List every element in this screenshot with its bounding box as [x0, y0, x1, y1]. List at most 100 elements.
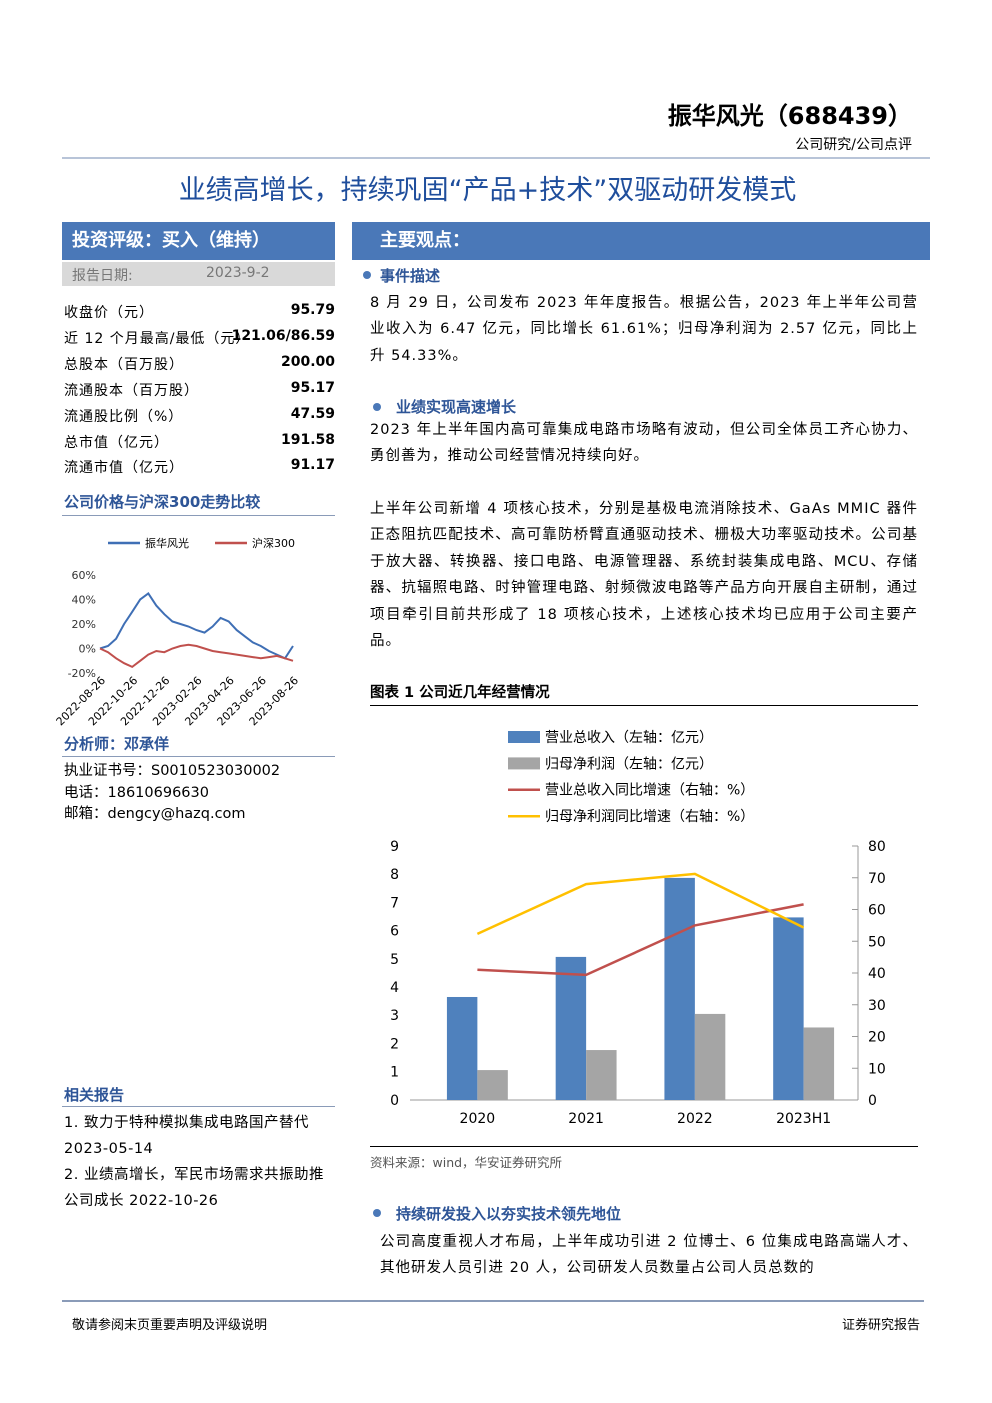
phone: 电话：18610696630	[64, 785, 209, 801]
x-tick-label: 2023H1	[776, 1111, 831, 1127]
bar	[477, 1070, 508, 1100]
y-tick-label: 4	[390, 980, 399, 996]
rating: 投资评级：买入（维持）	[62, 222, 335, 260]
section-heading: 相关报告	[64, 1086, 125, 1104]
legend-label: 归母净利润（左轴：亿元）	[545, 755, 713, 772]
stat-label: 流通股本（百万股）	[64, 382, 199, 399]
stat-label: 流通市值（亿元）	[64, 460, 184, 477]
y2-tick-label: 30	[868, 998, 886, 1014]
line	[477, 903, 804, 977]
footer-note: 敬请参阅末页重要声明及评级说明	[72, 1318, 268, 1333]
footer-rule	[62, 1300, 924, 1302]
license: 执业证书号：S0010523030002	[64, 763, 281, 779]
y-tick-label: -20%	[68, 667, 96, 680]
figure-source: 资料来源：wind，华安证券研究所	[370, 1155, 563, 1170]
y2-tick-label: 10	[868, 1061, 886, 1077]
bar	[803, 1027, 835, 1100]
bar	[664, 877, 695, 1100]
y-tick-label: 20%	[72, 618, 96, 631]
y-tick-label: 60%	[72, 569, 96, 582]
date: 2023-9-2	[206, 265, 270, 281]
related-item[interactable]: 1. 致力于特种模拟集成电路国产替代 2023-05-14	[64, 1115, 309, 1157]
paragraph: 上半年公司新增 4 项核心技术，分别是基极电流消除技术、GaAs MMIC 器件…	[370, 501, 918, 650]
x-tick-label: 2021	[568, 1111, 604, 1127]
stat-label: 总股本（百万股）	[64, 356, 184, 373]
bullet	[373, 403, 381, 411]
y2-tick-label: 0	[868, 1093, 877, 1109]
stat-label: 近 12 个月最高/最低（元）	[64, 330, 251, 347]
legend-label: 振华风光	[145, 536, 189, 550]
x-tick-label: 2022	[677, 1111, 713, 1127]
bullet	[363, 271, 371, 279]
legend-swatch	[508, 731, 540, 743]
y-tick-label: 7	[390, 895, 399, 911]
stat-value: 200.00	[280, 353, 335, 370]
bar	[586, 1050, 617, 1100]
y2-tick-label: 40	[868, 966, 886, 982]
stat-label: 收盘价（元）	[64, 305, 154, 321]
figure-title: 图表 1 公司近几年经营情况	[370, 685, 550, 701]
bar	[555, 956, 587, 1100]
y-tick-label: 0	[390, 1093, 399, 1109]
y-tick-label: 5	[390, 952, 399, 968]
title: 业绩高增长，持续巩固“产品+技术”双驱动研发模式	[178, 175, 797, 206]
paragraph: 8 月 29 日，公司发布 2023 年年度报告。根据公告，2023 年上半年公…	[370, 295, 918, 364]
section-heading: 公司价格与沪深300走势比较	[64, 493, 261, 511]
y2-tick-label: 70	[868, 871, 886, 887]
y-tick-label: 8	[390, 867, 399, 883]
y-tick-label: 40%	[72, 593, 96, 606]
related-item[interactable]: 2. 业绩高增长，军民市场需求共振助推公司成长 2022-10-26	[64, 1167, 324, 1209]
stat-value: 47.59	[290, 405, 335, 422]
section-heading: 分析师：邓承佯	[64, 735, 170, 753]
line	[476, 872, 805, 936]
section-heading: 事件描述	[380, 267, 441, 285]
stat-value: 121.06/86.59	[231, 327, 335, 344]
rule	[62, 1106, 335, 1107]
y2-tick-label: 60	[868, 903, 886, 919]
legend-label: 归母净利润同比增速（右轴：%）	[545, 808, 754, 825]
email: 邮箱：dengcy@hazq.com	[64, 806, 246, 822]
bullet	[373, 1209, 381, 1217]
line	[99, 591, 294, 660]
rule	[370, 1146, 918, 1147]
legend-label: 营业总收入（左轴：亿元）	[545, 730, 713, 746]
line	[99, 643, 294, 669]
stat-label: 流通股比例（%）	[64, 408, 184, 425]
rule	[62, 515, 335, 516]
bar	[446, 996, 478, 1100]
footer-label: 证券研究报告	[841, 1318, 920, 1333]
legend-label: 营业总收入同比增速（右轴：%）	[545, 783, 754, 799]
header-rule	[62, 157, 930, 159]
y-tick-label: 6	[390, 924, 399, 940]
y-tick-label: 0%	[79, 642, 96, 655]
date-band	[62, 262, 335, 286]
paragraph: 2023 年上半年国内高可靠集成电路市场略有波动，但公司全体员工齐心协力、勇创善…	[370, 422, 918, 465]
bar	[694, 1013, 726, 1100]
main-points: 主要观点：	[352, 222, 930, 260]
date-label: 报告日期:	[72, 268, 133, 284]
section-heading: 持续研发投入以夯实技术领先地位	[396, 1205, 622, 1223]
paragraph: 公司高度重视人才布局，上半年成功引进 2 位博士、6 位集成电路高端人才、其他研…	[380, 1234, 918, 1277]
y-tick-label: 1	[390, 1065, 399, 1081]
y-tick-label: 3	[390, 1008, 399, 1024]
section-heading: 业绩实现高速增长	[396, 398, 517, 416]
y-tick-label: 2	[390, 1036, 399, 1052]
bar	[773, 917, 804, 1100]
stat-value: 191.58	[280, 431, 335, 448]
x-tick-label: 2020	[460, 1111, 496, 1127]
rule	[370, 705, 918, 706]
stat-value: 95.79	[290, 302, 335, 318]
y2-tick-label: 80	[868, 839, 886, 855]
y2-tick-label: 50	[868, 934, 886, 950]
category: 公司研究/公司点评	[795, 137, 912, 153]
legend-swatch	[508, 757, 540, 770]
stat-label: 总市值（亿元）	[64, 434, 169, 451]
stat-value: 91.17	[290, 457, 335, 474]
legend-label: 沪深300	[252, 536, 295, 550]
stat-value: 95.17	[290, 379, 335, 396]
y2-tick-label: 20	[868, 1030, 886, 1046]
rule	[62, 756, 335, 757]
